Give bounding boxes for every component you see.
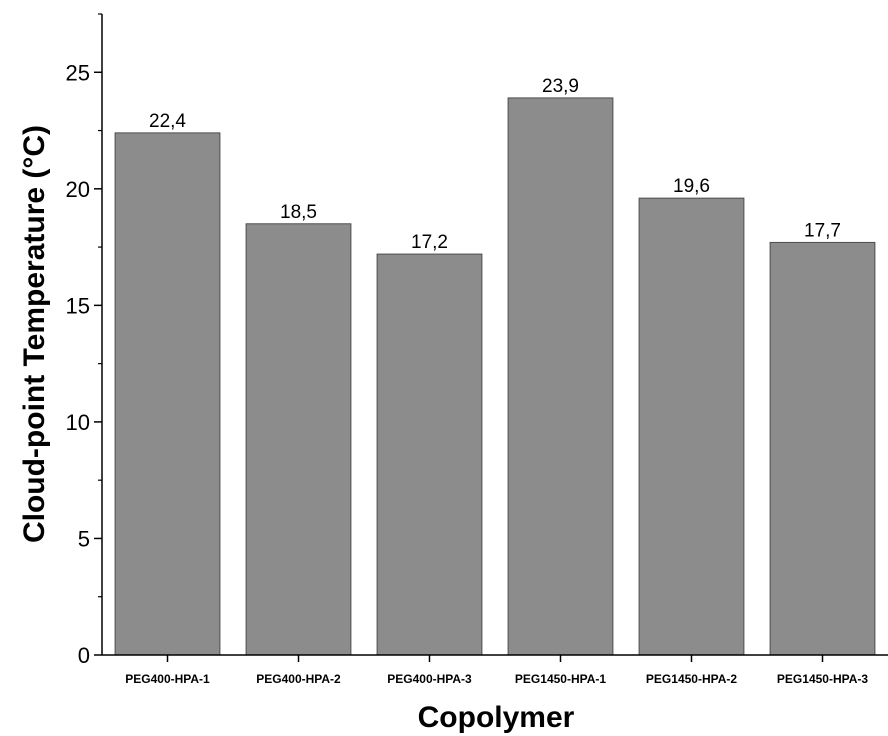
y-tick-label: 25 bbox=[66, 60, 90, 85]
data-labels: 22,4 18,5 17,2 23,9 19,6 17,7 bbox=[149, 76, 841, 253]
bar-peg1450-hpa-2 bbox=[638, 197, 745, 656]
y-tick-label: 20 bbox=[66, 177, 90, 202]
bars bbox=[114, 97, 876, 656]
bar-peg400-hpa-1 bbox=[114, 132, 221, 656]
y-ticks: 0 5 10 15 20 25 bbox=[66, 13, 102, 668]
data-label: 22,4 bbox=[149, 111, 186, 132]
x-tick-label: PEG400-HPA-3 bbox=[387, 672, 472, 686]
bar-peg400-hpa-3 bbox=[376, 253, 483, 656]
bar-peg1450-hpa-1 bbox=[507, 97, 614, 656]
x-tick-label: PEG1450-HPA-1 bbox=[515, 672, 606, 686]
x-axis-title: Copolymer bbox=[418, 701, 575, 734]
y-tick-label: 15 bbox=[66, 293, 90, 318]
x-tick-label: PEG400-HPA-1 bbox=[125, 672, 210, 686]
y-axis-title: Cloud-point Temperature (°C) bbox=[18, 125, 51, 543]
data-label: 19,6 bbox=[673, 176, 710, 197]
data-label: 23,9 bbox=[542, 76, 579, 97]
bar-peg1450-hpa-3 bbox=[769, 241, 876, 656]
x-tick-label: PEG1450-HPA-2 bbox=[646, 672, 737, 686]
y-tick-label: 5 bbox=[78, 526, 90, 551]
x-ticks: PEG400-HPA-1 PEG400-HPA-2 PEG400-HPA-3 PEG1… bbox=[125, 655, 868, 686]
y-tick-label: 0 bbox=[78, 643, 90, 668]
x-tick-label: PEG1450-HPA-3 bbox=[777, 672, 868, 686]
data-label: 17,2 bbox=[411, 232, 448, 253]
x-tick-label: PEG400-HPA-2 bbox=[256, 672, 341, 686]
data-label: 17,7 bbox=[804, 220, 841, 241]
bar-peg400-hpa-2 bbox=[245, 223, 352, 656]
data-label: 18,5 bbox=[280, 202, 317, 223]
y-tick-label: 10 bbox=[66, 410, 90, 435]
